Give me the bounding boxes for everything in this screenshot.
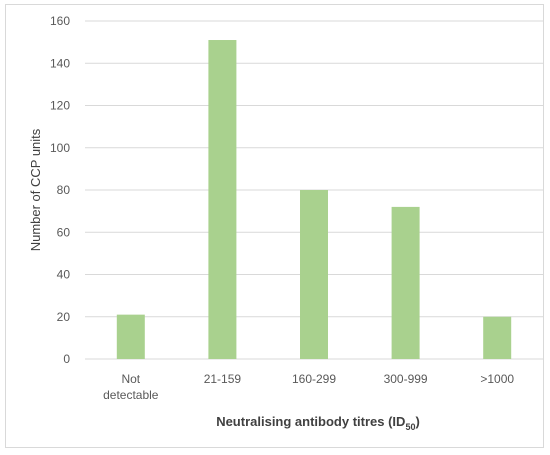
x-tick-label-line: Not — [121, 372, 140, 386]
x-tick-label-line: detectable — [103, 388, 159, 402]
bar — [208, 40, 237, 359]
chart-frame — [5, 4, 544, 448]
y-tick-label: 120 — [50, 99, 70, 113]
y-axis-title: Number of CCP units — [28, 128, 43, 251]
y-tick-label: 80 — [57, 183, 71, 197]
x-tick-labels: Not detectable 21-159 160-299 300-999 >1000 — [103, 372, 514, 402]
y-tick-label: 160 — [50, 14, 70, 28]
y-tick-labels: 0 20 40 60 80 100 120 140 160 — [50, 14, 70, 366]
y-tick-label: 60 — [57, 225, 71, 239]
y-tick-label: 140 — [50, 56, 70, 70]
x-tick-label: >1000 — [480, 372, 514, 386]
y-tick-label: 20 — [57, 310, 71, 324]
x-tick-label-line: 160-299 — [292, 372, 336, 386]
x-axis-title-main: Neutralising antibody titres (ID — [216, 414, 405, 429]
bar — [483, 316, 512, 359]
y-tick-label: 40 — [57, 268, 71, 282]
y-tick-label: 0 — [63, 352, 70, 366]
bar — [300, 190, 328, 359]
bar — [391, 206, 420, 359]
gridlines — [85, 20, 543, 360]
bars — [116, 40, 512, 359]
x-tick-label-line: >1000 — [480, 372, 514, 386]
x-axis-title-subscript: 50 — [405, 422, 415, 432]
x-tick-label: 21-159 — [204, 372, 242, 386]
x-axis-title: Neutralising antibody titres (ID50) — [216, 414, 420, 432]
x-tick-label-line: 300-999 — [384, 372, 428, 386]
bar — [116, 314, 145, 359]
x-axis-title-suffix: ) — [415, 414, 419, 429]
x-tick-label: 160-299 — [292, 372, 336, 386]
x-tick-label: Not detectable — [103, 372, 159, 402]
y-tick-label: 100 — [50, 141, 70, 155]
x-tick-label: 300-999 — [384, 372, 428, 386]
x-tick-label-line: 21-159 — [204, 372, 242, 386]
